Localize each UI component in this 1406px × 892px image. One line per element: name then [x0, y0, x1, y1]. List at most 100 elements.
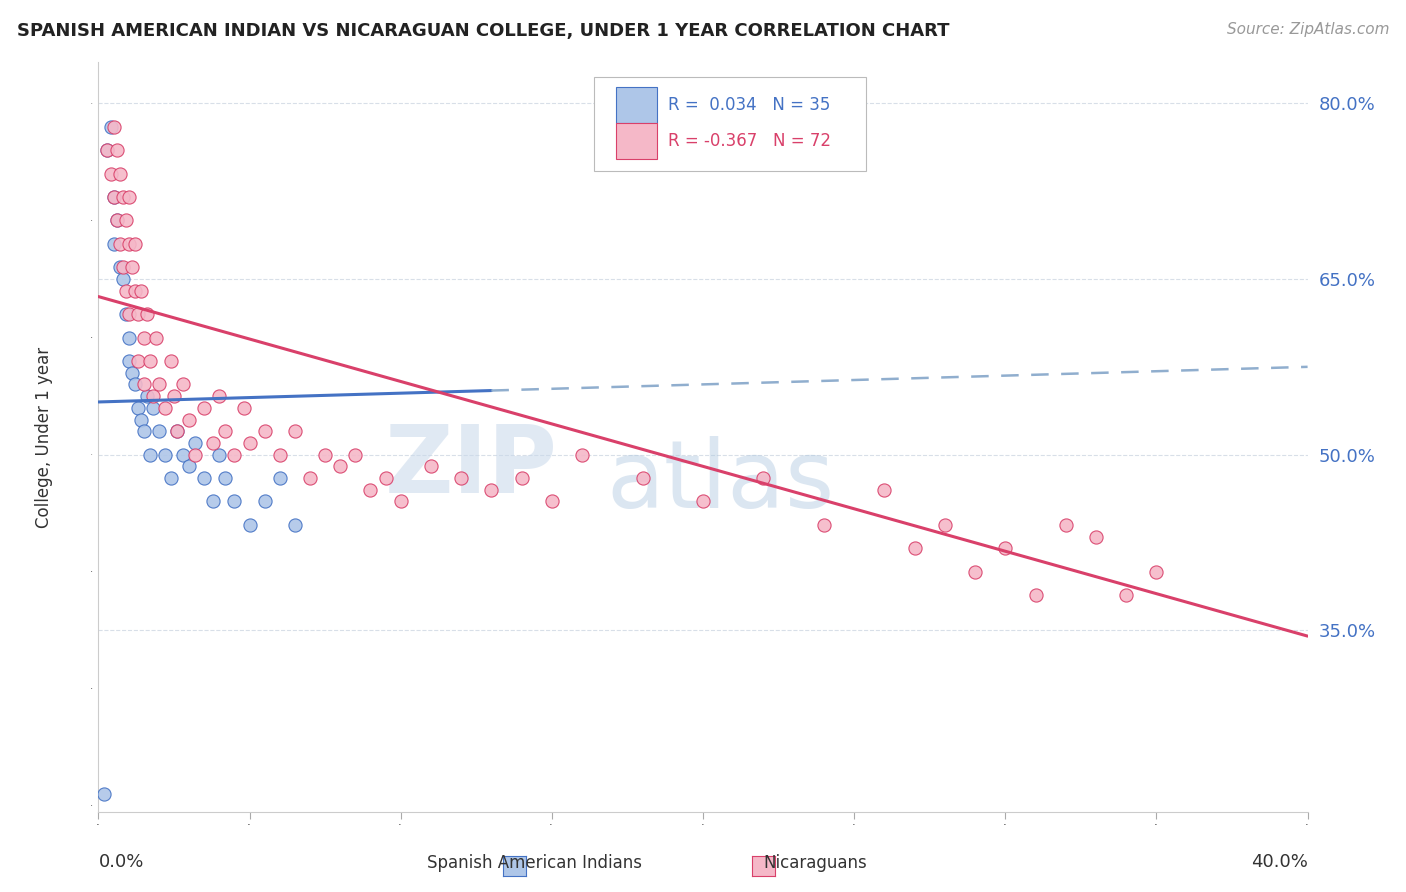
Text: Spanish American Indians: Spanish American Indians — [427, 855, 641, 872]
Point — [118, 236, 141, 251]
Point — [103, 190, 125, 204]
Point — [284, 424, 307, 438]
Point — [184, 448, 207, 462]
Point — [118, 190, 141, 204]
Point — [103, 120, 125, 134]
Point — [114, 307, 136, 321]
Point — [118, 354, 141, 368]
Point — [208, 448, 231, 462]
Point — [127, 354, 149, 368]
Point — [202, 494, 225, 508]
Point — [135, 389, 157, 403]
Point — [510, 471, 533, 485]
Point — [179, 459, 201, 474]
Point — [1115, 588, 1137, 602]
Point — [389, 494, 412, 508]
Point — [481, 483, 503, 497]
Point — [142, 389, 165, 403]
Point — [253, 424, 276, 438]
Text: R =  0.034   N = 35: R = 0.034 N = 35 — [668, 96, 831, 114]
Text: SPANISH AMERICAN INDIAN VS NICARAGUAN COLLEGE, UNDER 1 YEAR CORRELATION CHART: SPANISH AMERICAN INDIAN VS NICARAGUAN CO… — [17, 22, 949, 40]
Point — [1144, 565, 1167, 579]
Point — [148, 377, 170, 392]
Point — [114, 213, 136, 227]
FancyBboxPatch shape — [616, 87, 657, 123]
Point — [965, 565, 987, 579]
Point — [124, 236, 146, 251]
Point — [179, 412, 201, 426]
Point — [172, 448, 194, 462]
Point — [114, 284, 136, 298]
Point — [994, 541, 1017, 556]
Point — [127, 307, 149, 321]
Point — [172, 377, 194, 392]
Point — [132, 424, 155, 438]
Point — [108, 167, 131, 181]
Point — [224, 448, 246, 462]
Point — [420, 459, 443, 474]
Point — [160, 471, 183, 485]
Point — [160, 354, 183, 368]
Point — [934, 517, 956, 532]
Point — [148, 424, 170, 438]
Point — [184, 436, 207, 450]
Point — [105, 143, 128, 157]
Text: R = -0.367   N = 72: R = -0.367 N = 72 — [668, 132, 831, 150]
Text: College, Under 1 year: College, Under 1 year — [35, 346, 53, 528]
Point — [224, 494, 246, 508]
Point — [360, 483, 382, 497]
Point — [124, 284, 146, 298]
Point — [100, 167, 122, 181]
Point — [193, 401, 215, 415]
Point — [121, 366, 143, 380]
Point — [166, 424, 188, 438]
Point — [571, 448, 593, 462]
FancyBboxPatch shape — [616, 123, 657, 159]
Point — [344, 448, 367, 462]
Point — [329, 459, 352, 474]
Point — [1054, 517, 1077, 532]
Point — [873, 483, 896, 497]
Point — [813, 517, 835, 532]
Point — [214, 424, 236, 438]
Point — [135, 307, 157, 321]
Point — [103, 190, 125, 204]
Point — [96, 143, 118, 157]
Point — [105, 213, 128, 227]
Text: Source: ZipAtlas.com: Source: ZipAtlas.com — [1226, 22, 1389, 37]
Point — [105, 213, 128, 227]
Point — [108, 236, 131, 251]
Point — [232, 401, 254, 415]
Point — [1024, 588, 1046, 602]
Point — [450, 471, 472, 485]
Point — [239, 436, 262, 450]
Point — [93, 787, 115, 801]
Point — [692, 494, 714, 508]
Point — [540, 494, 562, 508]
Point — [129, 284, 152, 298]
Point — [129, 412, 152, 426]
Point — [132, 330, 155, 344]
Point — [631, 471, 654, 485]
Point — [269, 448, 291, 462]
Point — [118, 307, 141, 321]
Point — [314, 448, 336, 462]
Point — [111, 260, 134, 275]
Point — [193, 471, 215, 485]
Point — [111, 272, 134, 286]
Point — [299, 471, 322, 485]
Point — [153, 401, 176, 415]
Point — [139, 354, 162, 368]
Point — [96, 143, 118, 157]
Point — [103, 236, 125, 251]
Point — [1085, 530, 1108, 544]
Text: 40.0%: 40.0% — [1251, 853, 1308, 871]
Point — [118, 330, 141, 344]
Point — [142, 401, 165, 415]
Point — [904, 541, 927, 556]
Point — [145, 330, 167, 344]
Point — [253, 494, 276, 508]
Point — [208, 389, 231, 403]
Point — [166, 424, 188, 438]
Point — [284, 517, 307, 532]
